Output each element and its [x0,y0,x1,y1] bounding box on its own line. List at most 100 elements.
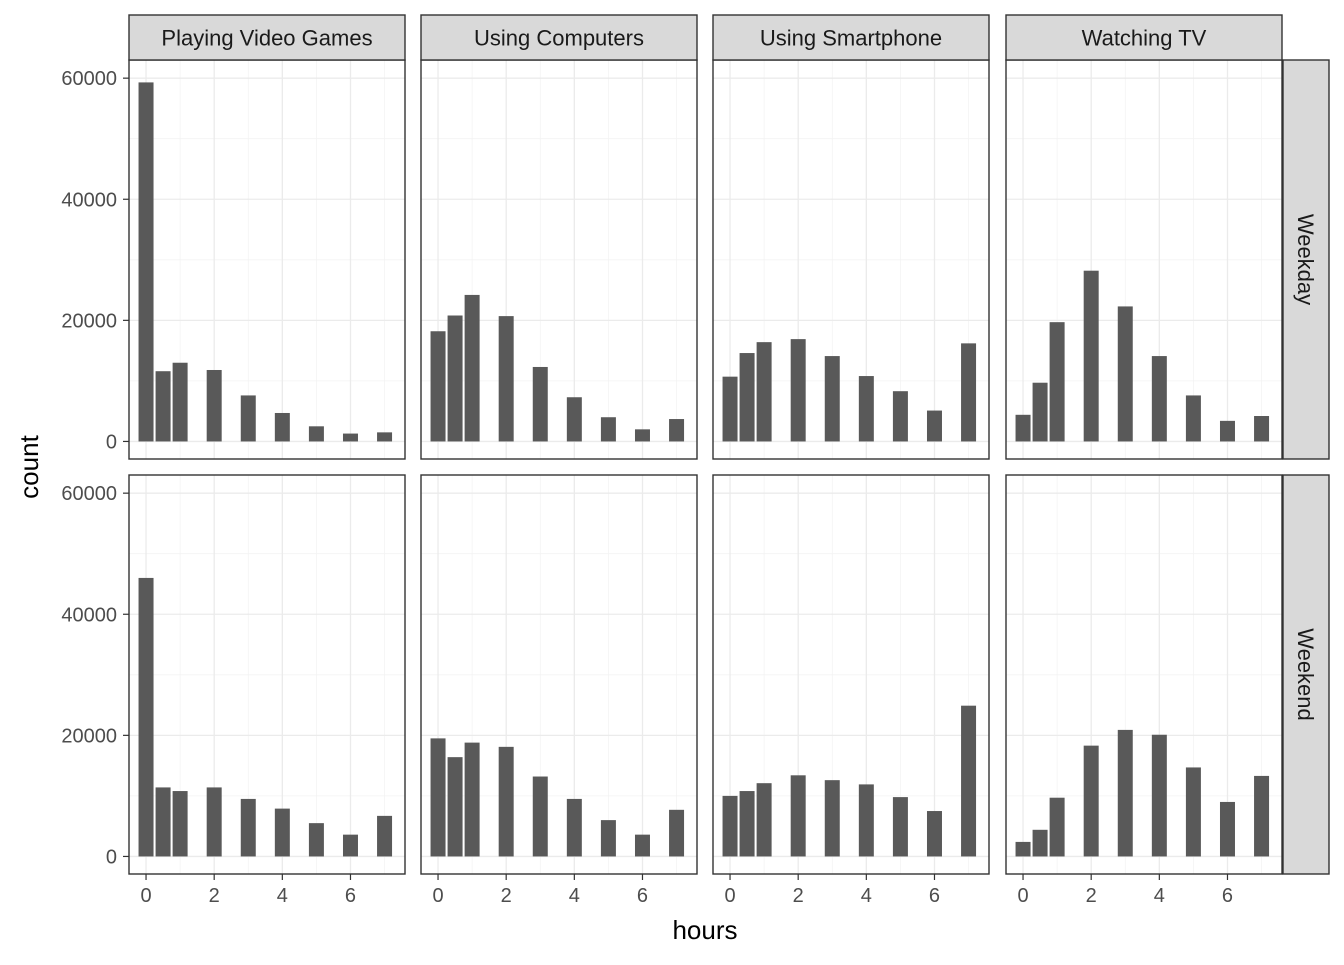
strip-using-smartphone: Using Smartphone [712,14,990,61]
panel-playing-video-games-weekend [128,474,406,875]
bar-playing-video-games-weekend-0 [138,577,154,857]
x-tick-label: 6 [345,885,356,907]
panel-using-smartphone-weekday [712,59,990,460]
strip-background [1282,59,1330,460]
panel-border [1005,474,1283,875]
bar-playing-video-games-weekend-5 [308,823,324,857]
strip-background [128,14,406,61]
bar-watching-tv-weekend-7 [1254,775,1270,857]
x-tick-label: 0 [1017,885,1028,907]
strip-background [1005,14,1283,61]
bar-using-smartphone-weekday-0_5 [739,353,755,442]
bar-using-computers-weekend-0 [430,738,446,857]
strip-background [712,14,990,61]
panel-using-computers-weekday [420,59,698,460]
bar-playing-video-games-weekday-4 [274,412,290,442]
bar-using-computers-weekday-6 [634,429,650,442]
bar-using-smartphone-weekend-3 [824,780,840,857]
bar-playing-video-games-weekday-2 [206,369,222,442]
axes-layer: 0 20000 40000 60000 0 20000 40000 60000 0 2 4 6 0 2 4 6… [61,68,1233,907]
y-tick-label: 60000 [61,68,117,90]
bar-watching-tv-weekday-7 [1254,416,1270,442]
bar-using-computers-weekday-0_5 [447,315,463,442]
bar-using-smartphone-weekend-0 [722,795,738,857]
bar-using-computers-weekday-1 [464,294,480,442]
panel-watching-tv-weekday [1005,59,1283,460]
strip-label-watching-tv: Watching TV [1082,26,1207,51]
panel-playing-video-games-weekday [128,59,406,460]
bar-using-smartphone-weekend-1 [756,783,772,857]
bar-using-smartphone-weekday-6 [926,410,942,442]
facet-strips: Playing Video Games Using Computers Using … [128,14,1330,875]
strip-playing-video-games: Playing Video Games [128,14,406,61]
x-tick-label: 0 [724,885,735,907]
bar-watching-tv-weekend-5 [1185,767,1201,857]
bar-using-smartphone-weekend-0_5 [739,791,755,857]
panels-layer [128,59,1283,875]
bar-watching-tv-weekday-0_5 [1032,382,1048,442]
strip-watching-tv: Watching TV [1005,14,1283,61]
bar-using-smartphone-weekday-5 [892,391,908,442]
x-tick-label: 0 [432,885,443,907]
bar-watching-tv-weekend-3 [1117,729,1133,857]
bar-watching-tv-weekend-1 [1049,797,1065,857]
strip-weekday: Weekday [1282,59,1330,460]
bar-using-smartphone-weekday-1 [756,342,772,442]
bar-watching-tv-weekday-4 [1151,356,1167,442]
strip-background [420,14,698,61]
bar-playing-video-games-weekday-3 [240,395,256,442]
bar-playing-video-games-weekend-0_5 [155,787,171,857]
bar-watching-tv-weekday-6 [1219,420,1235,442]
x-axis-title: hours [672,915,737,945]
bar-watching-tv-weekend-0_5 [1032,829,1048,857]
panel-border [420,474,698,875]
bar-using-smartphone-weekend-4 [858,784,874,857]
bar-playing-video-games-weekend-2 [206,787,222,857]
bar-using-smartphone-weekend-2 [790,775,806,857]
y-tick-label: 60000 [61,483,117,505]
strip-background [1282,474,1330,875]
panel-using-smartphone-weekend [712,474,990,875]
bar-using-computers-weekend-3 [532,776,548,857]
bar-using-computers-weekday-5 [600,417,616,442]
x-tick-label: 4 [569,885,580,907]
bar-using-computers-weekend-6 [634,834,650,857]
strip-label-playing-video-games: Playing Video Games [161,26,372,51]
bar-watching-tv-weekday-0 [1015,414,1031,442]
strip-weekend: Weekend [1282,474,1330,875]
bar-watching-tv-weekday-1 [1049,322,1065,442]
strip-label-weekday: Weekday [1293,214,1318,305]
bar-playing-video-games-weekday-0 [138,82,154,442]
panel-watching-tv-weekend [1005,474,1283,875]
strip-label-weekend: Weekend [1293,628,1318,721]
y-tick-label: 20000 [61,310,117,332]
y-tick-label: 40000 [61,189,117,211]
y-tick-label: 40000 [61,604,117,626]
bar-watching-tv-weekend-2 [1083,745,1099,857]
panel-border [128,474,406,875]
bar-using-smartphone-weekend-6 [926,811,942,857]
bar-watching-tv-weekday-5 [1185,395,1201,442]
bar-using-smartphone-weekday-4 [858,376,874,442]
x-tick-label: 6 [637,885,648,907]
bar-using-smartphone-weekend-5 [892,797,908,857]
bar-using-computers-weekday-4 [566,397,582,442]
y-tick-label: 0 [106,846,117,868]
bar-playing-video-games-weekday-0_5 [155,371,171,442]
bar-playing-video-games-weekend-3 [240,798,256,857]
bar-playing-video-games-weekend-1 [172,791,188,857]
x-tick-label: 2 [501,885,512,907]
strip-label-using-computers: Using Computers [474,26,644,51]
y-tick-label: 0 [106,431,117,453]
bar-using-computers-weekend-4 [566,798,582,857]
bar-playing-video-games-weekday-7 [377,432,393,442]
bar-playing-video-games-weekday-6 [342,433,358,442]
bar-using-smartphone-weekday-0 [722,376,738,442]
bar-watching-tv-weekend-4 [1151,734,1167,857]
bar-playing-video-games-weekday-5 [308,426,324,442]
bar-watching-tv-weekday-3 [1117,306,1133,442]
bar-using-computers-weekday-0 [430,331,446,442]
bar-using-smartphone-weekend-7 [961,705,977,857]
x-tick-label: 2 [793,885,804,907]
